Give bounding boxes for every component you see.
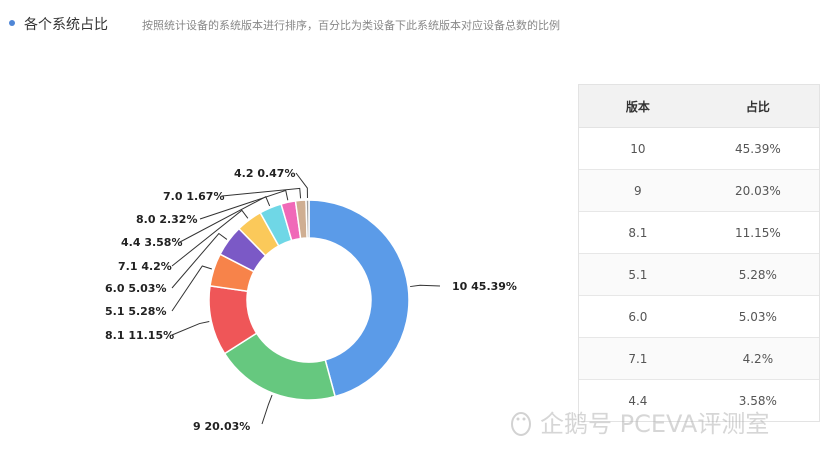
cell-share: 5.28% [696,253,819,296]
table-row: 7.1 4.2% [579,337,819,380]
leader-line [171,320,210,336]
leader-line [295,172,308,199]
cell-version: 4.4 [628,393,648,408]
section-title: 各个系统占比 [24,17,108,33]
table-row: 5.1 5.28% [579,253,819,296]
cell-share: 45.39% [696,127,819,170]
slice-label-9: 9 20.03% [193,420,250,433]
leader-line [410,284,441,288]
cell-share: 4.2% [696,337,819,380]
table-row: 10 45.39% [579,127,819,170]
table-row: 8.1 11.15% [579,211,819,254]
leader-line [199,189,289,220]
table-row: 4.4 3.58% [579,380,819,422]
watermark: 企鹅号 PCEVA评测室 [540,404,769,439]
version-share-table: 版本 占比 10 45.39% 9 20.03% 8.1 11.15% 5.1 … [578,84,820,422]
leader-line [171,209,249,267]
cell-share: 11.15% [696,211,819,254]
table-header-row: 版本 占比 [579,85,819,128]
cell-version: 6.0 [579,295,697,338]
cell-version: 10 [579,127,697,170]
cell-version: 8.1 [579,211,697,254]
section-header: 各个系统占比 按照统计设备的系统版本进行排序，百分比为类设备下此系统版本对应设备… [0,0,828,40]
section-subtitle: 按照统计设备的系统版本进行排序，百分比为类设备下此系统版本对应设备总数的比例 [142,19,560,32]
donut-slice-4-2 [305,199,310,239]
header-version: 版本 [579,85,697,128]
slice-label-6-0: 6.0 5.03% [105,282,166,295]
cell-version: 9 [579,169,697,212]
slice-label-7-1: 7.1 4.2% [118,260,172,273]
slice-label-8-0: 8.0 2.32% [136,213,197,226]
slice-label-4-4: 4.4 3.58% [121,236,182,249]
header-share: 占比 [696,85,819,128]
leader-line [261,394,273,425]
cell-share: 5.03% [696,295,819,338]
section-bullet-icon [9,20,15,26]
cell-share: 3.58% [738,393,777,408]
cell-share: 20.03% [696,169,819,212]
slice-label-8-1: 8.1 11.15% [105,329,174,342]
slice-label-10: 10 45.39% [452,280,517,293]
leader-line [221,187,302,199]
donut-slice-10 [308,199,410,398]
slice-label-7-0: 7.0 1.67% [163,190,224,203]
table-row: 9 20.03% [579,169,819,212]
cell-version: 7.1 [579,337,697,380]
watermark-text: 企鹅号 PCEVA评测室 [540,410,770,438]
penguin-logo-icon [511,412,531,436]
slice-label-4-2: 4.2 0.47% [234,167,295,180]
cell-version: 5.1 [579,253,697,296]
leader-line [171,265,212,312]
table-row: 6.0 5.03% [579,295,819,338]
leader-line [171,232,228,289]
slice-label-5-1: 5.1 5.28% [105,305,166,318]
